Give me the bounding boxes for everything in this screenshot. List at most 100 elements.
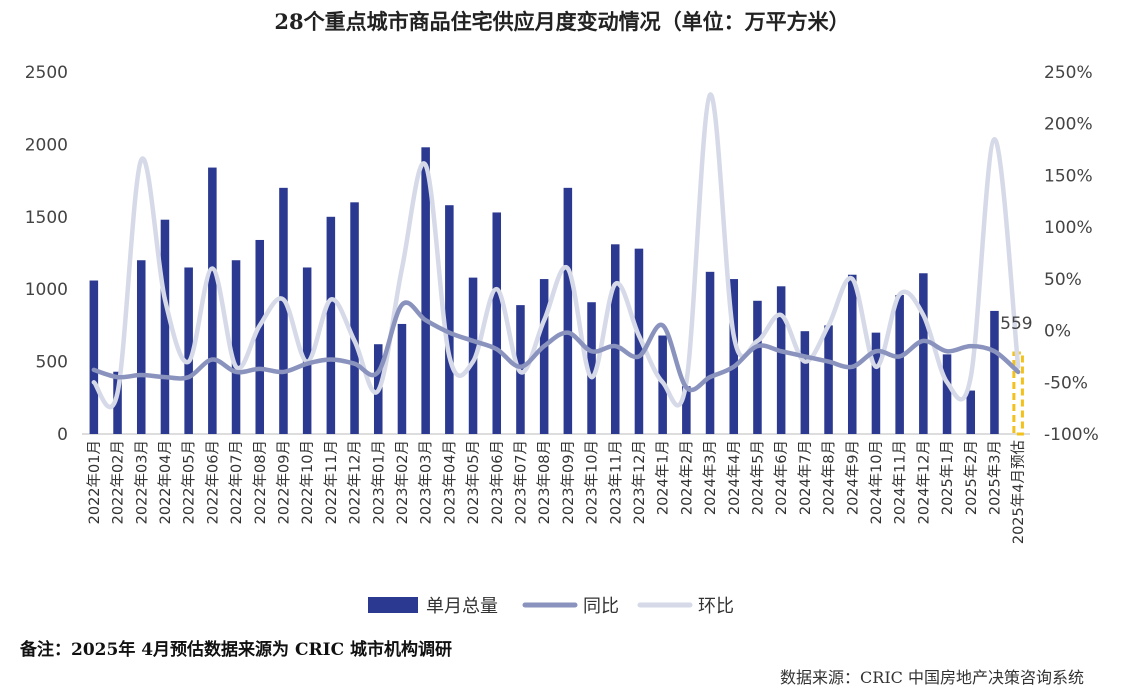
bar xyxy=(208,167,217,434)
bar xyxy=(563,187,573,434)
bar xyxy=(966,390,976,434)
x-axis-tick: 2022年06月 xyxy=(204,440,221,524)
bar xyxy=(421,147,430,434)
bar xyxy=(184,267,193,434)
bar xyxy=(539,279,549,434)
left-axis-tick: 500 xyxy=(36,353,68,373)
right-axis-tick: 200% xyxy=(1044,115,1093,135)
bar xyxy=(753,300,762,434)
x-axis-tick: 2024年6月 xyxy=(773,440,790,515)
x-axis-tick: 2024年11月 xyxy=(892,440,909,524)
bar xyxy=(326,216,336,434)
bar xyxy=(468,277,478,434)
x-axis-tick: 2024年4月 xyxy=(726,440,743,515)
bar xyxy=(587,302,596,434)
x-axis-tick: 2024年2月 xyxy=(678,440,695,515)
x-axis-tick: 2022年02月 xyxy=(110,440,127,524)
x-axis-tick: 2024年1月 xyxy=(655,440,672,515)
right-axis-tick: -100% xyxy=(1044,425,1099,445)
x-axis-tick: 2023年10月 xyxy=(584,440,601,524)
legend-bars-label: 单月总量 xyxy=(426,596,498,617)
left-axis-tick: 1000 xyxy=(25,280,68,300)
bar xyxy=(871,332,881,434)
x-axis-tick: 2024年3月 xyxy=(702,440,719,515)
right-axis-tick: 0% xyxy=(1044,322,1071,342)
bar xyxy=(350,202,359,434)
bar xyxy=(89,280,99,434)
bar xyxy=(231,260,241,434)
bar xyxy=(279,187,288,434)
bar xyxy=(682,386,691,434)
bar xyxy=(610,244,620,434)
mom-line xyxy=(91,92,1021,410)
right-axis-tick: 250% xyxy=(1044,63,1093,83)
forecast-value-label: 559 xyxy=(1000,314,1032,334)
x-axis-tick: 2022年04月 xyxy=(157,440,174,524)
x-axis-tick: 2023年05月 xyxy=(465,440,482,524)
bar xyxy=(729,279,739,434)
x-axis-tick: 2024年7月 xyxy=(797,440,814,515)
left-axis-tick: 2500 xyxy=(25,63,68,83)
x-axis-tick: 2024年12月 xyxy=(915,440,932,524)
x-axis-tick: 2024年8月 xyxy=(821,440,838,515)
x-axis-tick: 2023年01月 xyxy=(370,440,387,524)
x-axis-tick: 2023年11月 xyxy=(607,440,624,524)
chart-note: 备注：2025年 4月预估数据来源为 CRIC 城市机构调研 xyxy=(20,640,453,660)
x-axis-tick: 2022年07月 xyxy=(228,440,245,524)
x-axis-tick: 2023年08月 xyxy=(536,440,553,524)
x-axis-tick: 2025年4月预估 xyxy=(1010,440,1027,544)
x-axis-tick: 2022年10月 xyxy=(299,440,316,524)
x-axis-tick: 2023年06月 xyxy=(489,440,506,524)
bar xyxy=(895,294,904,434)
x-axis-tick: 2022年09月 xyxy=(275,440,292,524)
x-axis-tick: 2022年08月 xyxy=(252,440,269,524)
x-axis-tick: 2025年2月 xyxy=(963,440,980,515)
right-axis-tick: 50% xyxy=(1044,270,1082,290)
right-axis-tick: -50% xyxy=(1044,373,1088,393)
x-axis-tick: 2023年04月 xyxy=(441,440,458,524)
bar xyxy=(634,248,644,434)
x-axis-tick: 2023年12月 xyxy=(631,440,648,524)
x-axis-tick: 2024年9月 xyxy=(844,440,861,515)
right-axis-tick: 100% xyxy=(1044,218,1093,238)
bar xyxy=(113,371,122,434)
x-axis-tick: 2023年07月 xyxy=(512,440,529,524)
bar xyxy=(160,219,170,434)
bar xyxy=(800,331,810,434)
x-axis-tick: 2025年1月 xyxy=(939,440,956,515)
x-axis-tick: 2023年02月 xyxy=(394,440,411,524)
bar xyxy=(302,267,312,434)
left-axis-tick: 0 xyxy=(57,425,68,445)
bar xyxy=(255,239,265,434)
x-axis-tick: 2023年09月 xyxy=(560,440,577,524)
legend-mom-label: 环比 xyxy=(698,596,734,617)
x-axis-tick: 2022年01月 xyxy=(86,440,103,524)
bar xyxy=(705,271,715,434)
bar xyxy=(919,273,928,434)
legend-bars-swatch xyxy=(368,597,418,613)
bar xyxy=(136,260,146,434)
x-axis-tick: 2023年03月 xyxy=(418,440,435,524)
yoy-line xyxy=(91,300,1021,393)
x-axis-tick: 2022年05月 xyxy=(181,440,198,524)
x-axis-tick: 2024年5月 xyxy=(749,440,766,515)
left-axis-tick: 1500 xyxy=(25,208,68,228)
chart-source: 数据来源：CRIC 中国房地产决策咨询系统 xyxy=(780,668,1084,687)
bar xyxy=(942,354,952,434)
bar xyxy=(445,205,454,434)
x-axis-tick: 2025年3月 xyxy=(986,440,1003,515)
x-axis-tick: 2022年03月 xyxy=(133,440,150,524)
legend-yoy-label: 同比 xyxy=(583,596,619,617)
right-axis-tick: 150% xyxy=(1044,166,1093,186)
bar xyxy=(492,212,502,434)
bar xyxy=(847,274,857,434)
bar xyxy=(990,310,999,434)
bar xyxy=(776,286,786,434)
chart-title: 28个重点城市商品住宅供应月度变动情况（单位：万平方米） xyxy=(274,9,850,34)
left-axis-tick: 2000 xyxy=(25,135,68,155)
bar xyxy=(397,323,407,434)
x-axis-tick: 2024年10月 xyxy=(868,440,885,524)
bar xyxy=(824,325,833,434)
x-axis-tick: 2022年11月 xyxy=(323,440,340,524)
